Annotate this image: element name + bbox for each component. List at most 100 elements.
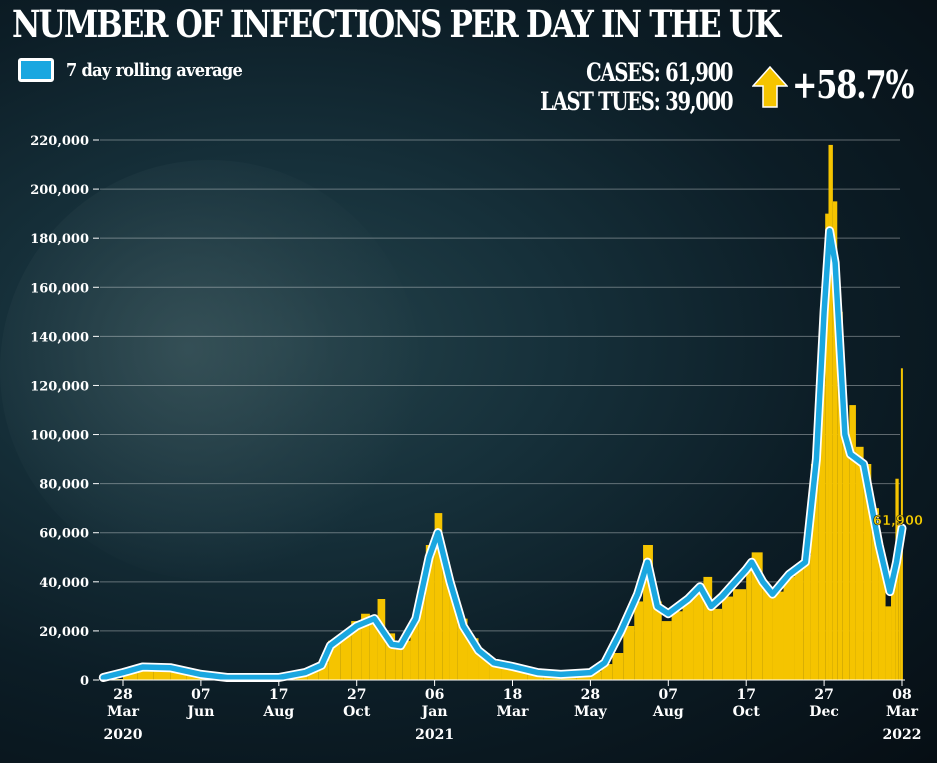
- daily-cases-bar: [449, 591, 458, 680]
- daily-cases-bar: [849, 405, 856, 680]
- x-tick-day: 17: [269, 687, 288, 703]
- daily-cases-bar: [385, 633, 396, 680]
- daily-cases-bar: [478, 653, 490, 680]
- legend: 7 day rolling average: [18, 58, 262, 82]
- daily-cases-bar: [891, 576, 896, 680]
- x-tick-day: 27: [814, 687, 833, 703]
- x-tick-day: 06: [425, 687, 444, 703]
- daily-cases-bar: [434, 513, 443, 680]
- daily-cases-bar: [634, 601, 644, 680]
- y-tick-label: 40,000: [39, 576, 89, 591]
- daily-cases-bar: [746, 569, 752, 680]
- daily-cases-bar: [643, 545, 653, 680]
- x-tick-month: Jun: [185, 704, 214, 720]
- x-tick-day: 28: [581, 687, 600, 703]
- legend-label: 7 day rolling average: [66, 59, 243, 81]
- x-tick-day: 08: [892, 687, 911, 703]
- y-tick-label: 60,000: [39, 527, 89, 542]
- legend-swatch: [18, 58, 54, 82]
- daily-cases-bar: [590, 671, 602, 680]
- chart-title: NUMBER OF INFECTIONS PER DAY IN THE UK: [12, 2, 781, 46]
- cases-today: CASES: 61,900: [585, 58, 733, 87]
- cases-last-tuesday: LAST TUES: 39,000: [539, 87, 733, 116]
- y-tick-label: 180,000: [30, 232, 89, 247]
- daily-cases-bar: [772, 591, 784, 680]
- x-tick-year: 2021: [415, 727, 454, 743]
- background-virus-image: [0, 160, 420, 580]
- x-tick-day: 27: [347, 687, 366, 703]
- daily-cases-bar: [369, 618, 378, 680]
- daily-cases-bar: [467, 638, 479, 680]
- daily-cases-bar: [837, 311, 843, 680]
- daily-cases-bar: [762, 586, 773, 680]
- daily-cases-bar: [871, 508, 879, 680]
- y-tick-label: 140,000: [30, 330, 89, 345]
- daily-cases-bar: [307, 670, 319, 680]
- daily-cases-bar: [722, 596, 734, 680]
- daily-cases-bar: [340, 633, 352, 680]
- daily-cases-bar: [751, 552, 763, 680]
- x-tick-month: Aug: [262, 704, 294, 720]
- daily-cases-bar: [395, 648, 403, 680]
- daily-cases-bar: [810, 464, 819, 680]
- daily-cases-bar: [878, 557, 886, 680]
- rolling-average-series-line: [100, 228, 905, 681]
- x-tick-day: 28: [113, 687, 132, 703]
- x-tick-month: Jan: [420, 704, 448, 720]
- daily-cases-bar: [898, 552, 901, 680]
- daily-cases-bar: [803, 554, 811, 680]
- y-tick-label: 80,000: [39, 478, 89, 493]
- daily-cases-bar: [842, 434, 850, 680]
- y-tick-label: 20,000: [39, 625, 89, 640]
- x-tick-month: Aug: [652, 704, 684, 720]
- y-tick-label: 120,000: [30, 379, 89, 394]
- daily-cases-bar: [682, 599, 694, 680]
- x-tick-year: 2020: [104, 727, 143, 743]
- daily-cases-bar: [832, 201, 838, 680]
- end-value-label: 61,900: [873, 514, 923, 529]
- x-tick-day: 07: [191, 687, 210, 703]
- percent-change: +58.7%: [792, 62, 914, 107]
- x-axis: 28Mar202007Jun17Aug27Oct06Jan202118Mar28…: [100, 679, 921, 743]
- daily-cases-bar: [652, 601, 662, 680]
- daily-cases-bar: [318, 662, 329, 680]
- x-tick-month: Oct: [733, 704, 761, 720]
- y-tick-label: 220,000: [30, 134, 89, 149]
- x-tick-day: 07: [659, 687, 678, 703]
- daily-cases-bar: [671, 611, 683, 680]
- daily-cases-bar: [501, 665, 513, 680]
- daily-cases-bar: [612, 653, 624, 680]
- y-tick-label: 160,000: [30, 281, 89, 296]
- daily-cases-bar: [457, 618, 468, 680]
- daily-cases-bar: [783, 576, 795, 680]
- x-tick-month: May: [574, 704, 608, 720]
- daily-cases-bar: [661, 621, 672, 680]
- daily-cases-bar: [733, 589, 747, 680]
- y-tick-label: 0: [80, 674, 89, 689]
- daily-cases-bar: [693, 594, 704, 680]
- daily-cases-bar: [425, 545, 435, 680]
- daily-cases-bar: [828, 144, 833, 681]
- x-tick-month: Mar: [497, 704, 530, 720]
- daily-cases-bar: [170, 668, 187, 680]
- gridlines: [100, 139, 900, 632]
- x-tick-month: Mar: [886, 704, 919, 720]
- daily-cases-bar: [601, 664, 613, 680]
- daily-cases-bar: [623, 626, 635, 680]
- y-tick-label: 200,000: [30, 183, 89, 198]
- y-tick-label: 100,000: [30, 429, 89, 444]
- daily-cases-bar: [123, 671, 138, 680]
- x-tick-day: 18: [503, 687, 522, 703]
- x-tick-month: Mar: [107, 704, 140, 720]
- x-tick-day: 17: [736, 687, 755, 703]
- daily-cases-bar: [377, 599, 386, 680]
- cases-summary: CASES: 61,900 LAST TUES: 39,000: [539, 58, 733, 116]
- x-tick-month: Oct: [343, 704, 371, 720]
- rolling-average-line: [98, 226, 907, 682]
- daily-cases-bar: [703, 576, 713, 680]
- daily-cases-bar: [825, 213, 829, 681]
- daily-cases-bar: [442, 562, 450, 680]
- daily-cases-bar: [818, 380, 826, 680]
- daily-cases-bar: [885, 606, 892, 680]
